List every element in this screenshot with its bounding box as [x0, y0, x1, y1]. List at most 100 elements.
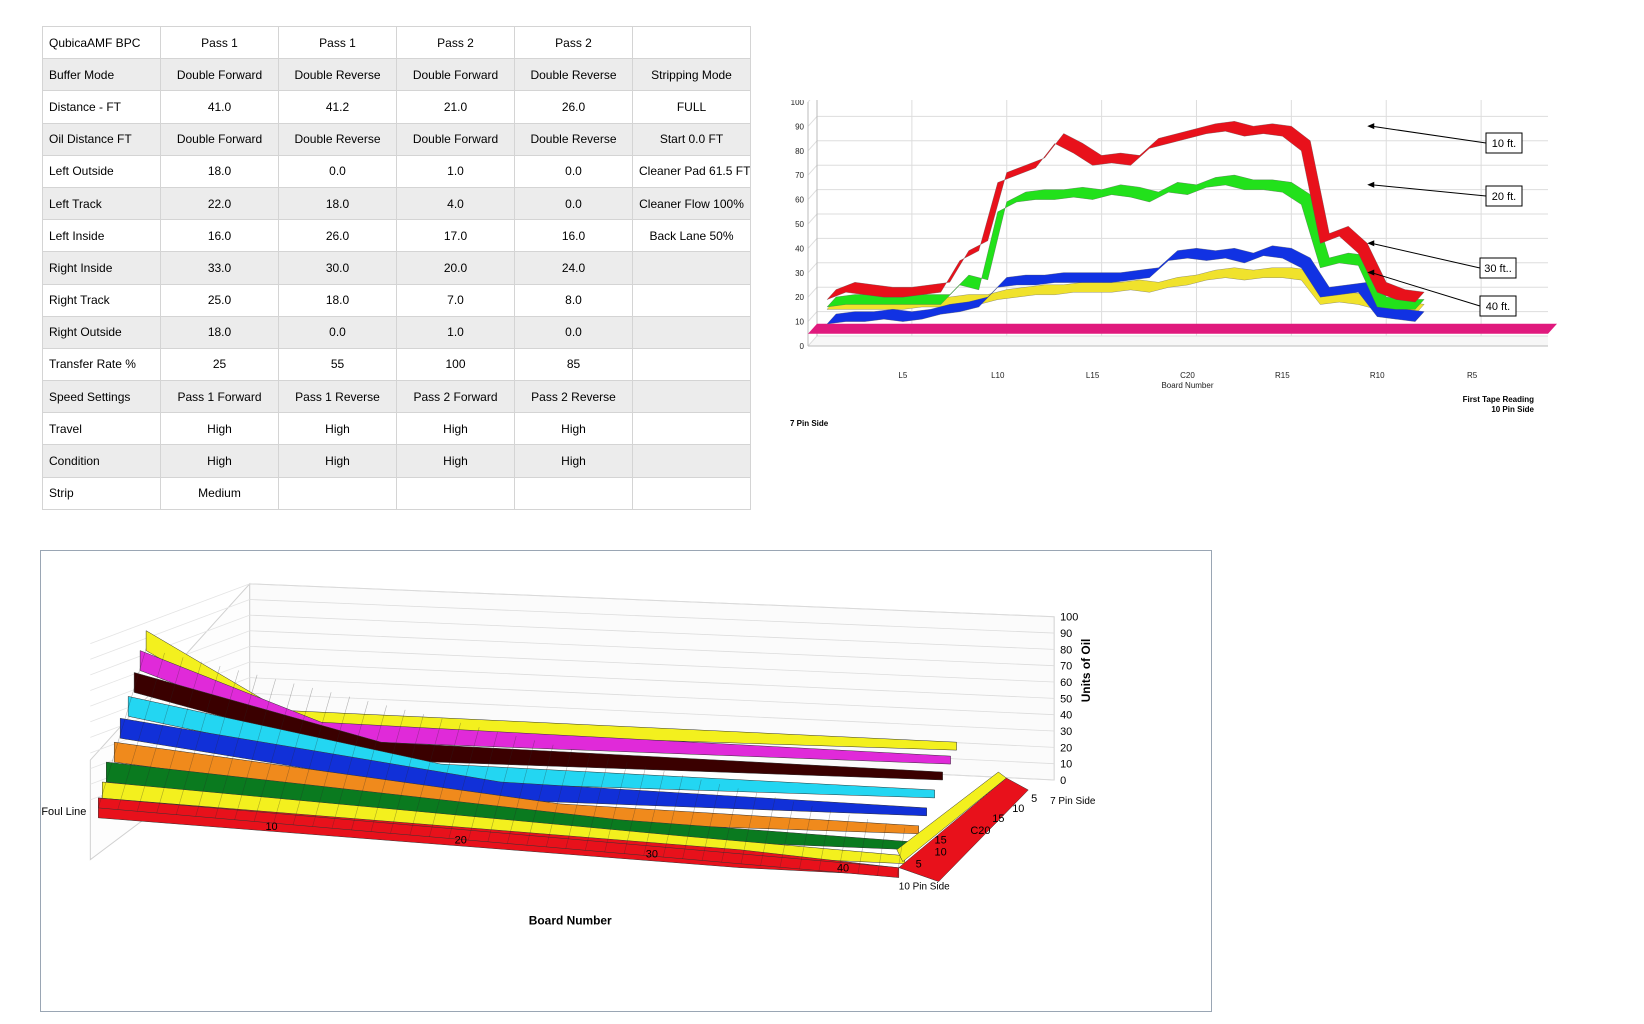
- surface-gridline: [701, 784, 721, 861]
- row-label-cell: Strip: [42, 476, 161, 510]
- series-label: 40 ft.: [1486, 301, 1510, 313]
- z-tick-label: 90: [1060, 628, 1072, 640]
- surface-gridline: [799, 805, 813, 870]
- end-cap-red: [898, 777, 1029, 882]
- z-tick-label: 60: [1060, 677, 1072, 689]
- row-label-cell: Buffer Mode: [42, 58, 161, 92]
- surface-gridline: [565, 753, 591, 849]
- row-label-cell: Travel: [42, 412, 161, 446]
- table-cell: 26.0: [514, 90, 633, 124]
- table-row: Left Outside 18.0 0.0 1.0 0.0 Cleaner Pad 61.…: [42, 154, 751, 188]
- surface-gridline: [214, 674, 258, 819]
- table-cell: 0.0: [514, 315, 633, 349]
- table-cell: 24.0: [514, 251, 633, 285]
- surface-gridline: [156, 661, 202, 814]
- table-cell: Double Forward: [160, 58, 279, 92]
- table-cell: 100: [396, 347, 515, 382]
- table-cell: [632, 380, 751, 414]
- table-cell: [632, 25, 751, 60]
- z-tick-label: 0: [1060, 775, 1066, 787]
- table-cell: High: [278, 444, 397, 478]
- table-cell: Double Forward: [396, 122, 515, 156]
- x-tick-label: C20: [1180, 371, 1195, 380]
- callout-arrowhead: [1367, 269, 1375, 276]
- table-cell: 4.0: [396, 186, 515, 221]
- surface-gridline: [390, 714, 424, 834]
- surface-gridline: [234, 679, 276, 820]
- table-cell: 16.0: [160, 219, 279, 253]
- table-cell: High: [278, 412, 397, 446]
- callout-arrowhead: [1367, 240, 1375, 247]
- surface-gridline: [818, 810, 832, 871]
- tape-reading-chart: 0 10 20 30 40 50 60 70 80 90 100 L5 L10 L15 C20 R15 R10 R…: [790, 100, 1557, 428]
- table-cell: 0.0: [278, 154, 397, 188]
- row-label-cell: Oil Distance FT: [42, 122, 161, 156]
- surface-gridline: [623, 766, 647, 854]
- side-gridline: [807, 164, 818, 176]
- surface-gridline: [331, 700, 369, 829]
- row-label-cell: Right Outside: [42, 315, 161, 349]
- table-cell: 8.0: [514, 283, 633, 317]
- y-tick-label: 0: [800, 342, 805, 351]
- table-cell: High: [396, 444, 515, 478]
- end-cap-yellow: [896, 771, 1007, 863]
- table-cell: Double Reverse: [278, 122, 397, 156]
- board-tick-label: 10: [935, 847, 947, 859]
- table-cell: High: [396, 412, 515, 446]
- side-gridline: [807, 116, 818, 127]
- surface-gridline: [312, 696, 350, 827]
- table-row: Transfer Rate % 25 55 100 85: [42, 347, 751, 382]
- first-tape-reading-label: First Tape Reading: [1463, 395, 1535, 404]
- table-cell: 22.0: [160, 186, 279, 221]
- table-cell: 20.0: [396, 251, 515, 285]
- table-cell: [396, 476, 515, 510]
- table-cell: 41.2: [278, 90, 397, 124]
- table-cell: High: [160, 444, 279, 478]
- table-cell: 18.0: [278, 186, 397, 221]
- y-tick-label: 20: [795, 293, 804, 302]
- table-cell: [632, 315, 751, 349]
- distance-tick-label: 10: [265, 821, 277, 833]
- z-tick-label: 100: [1060, 612, 1078, 624]
- callout-arrow-line: [1371, 125, 1487, 144]
- table-row: Left Inside 16.0 26.0 17.0 16.0 Back Lane 50%: [42, 219, 751, 253]
- back-gridline: [249, 630, 1055, 667]
- back-gridline: [249, 645, 1055, 683]
- back-gridline: [249, 599, 1055, 634]
- surface-gridline: [409, 718, 443, 836]
- table-cell: Pass 2: [514, 25, 633, 60]
- y-tick-label: 90: [795, 122, 804, 131]
- z-axis-title: Units of Oil: [1079, 639, 1093, 703]
- back-gridline: [249, 677, 1055, 716]
- table-cell: 55: [278, 347, 397, 382]
- distance-tick-label: 40: [837, 863, 849, 875]
- z-tick-label: 20: [1060, 742, 1072, 754]
- surface-gridline: [740, 792, 758, 865]
- row-label-cell: Left Inside: [42, 219, 161, 253]
- table-row: Condition High High High High: [42, 444, 751, 478]
- series-label: 10 ft.: [1492, 138, 1516, 150]
- table-cell: [632, 476, 751, 510]
- callout-arrow-line: [1371, 242, 1481, 269]
- table-cell: 30.0: [278, 251, 397, 285]
- callout-arrow-line: [1371, 184, 1487, 197]
- row-label-cell: Left Outside: [42, 154, 161, 188]
- x-tick-label: R5: [1467, 371, 1478, 380]
- x-tick-label: L15: [1086, 371, 1100, 380]
- table-cell: 7.0: [396, 283, 515, 317]
- surface-gridline: [136, 657, 184, 812]
- z-tick-label: 10: [1060, 759, 1072, 771]
- surface-gridline: [468, 731, 498, 841]
- table-cell: 0.0: [278, 315, 397, 349]
- table-cell: Stripping Mode: [632, 58, 751, 92]
- surface-gridline: [448, 727, 480, 839]
- y-tick-label: 60: [795, 196, 804, 205]
- series-ribbon-0: [826, 121, 1425, 303]
- surface-gridline: [682, 779, 702, 859]
- surface-gridline: [507, 740, 535, 844]
- row-label-cell: Condition: [42, 444, 161, 478]
- table-cell: 1.0: [396, 154, 515, 188]
- table-header-row: QubicaAMF BPC Pass 1 Pass 1 Pass 2 Pass 2: [42, 25, 751, 60]
- side-gridline: [807, 311, 818, 322]
- callout-arrowhead: [1367, 123, 1375, 130]
